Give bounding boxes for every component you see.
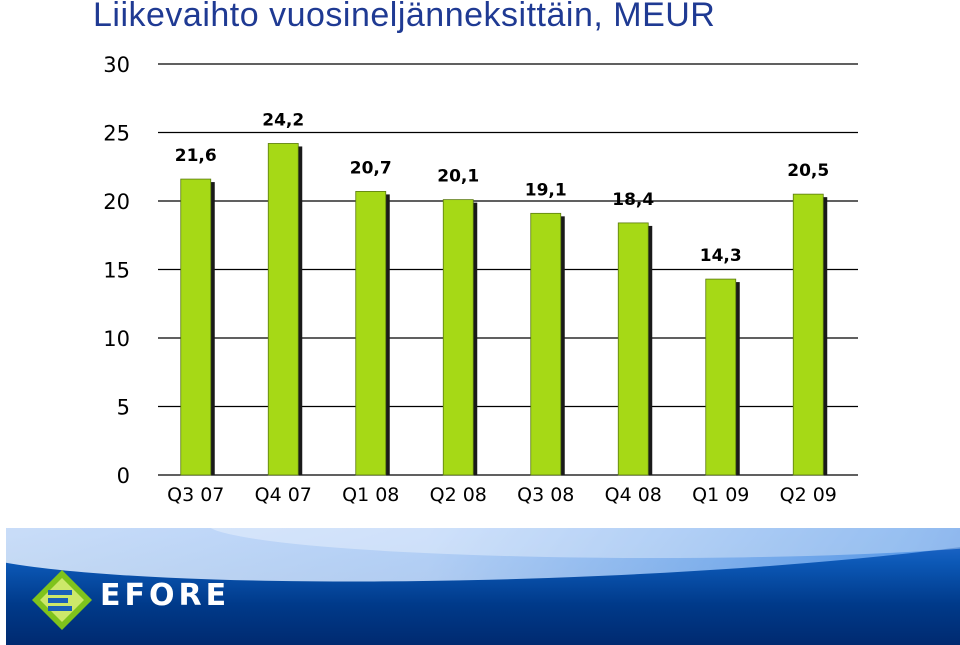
efore-logo-icon [32, 570, 92, 630]
footer-banner: EFORE [6, 528, 960, 645]
x-tick-label: Q2 09 [780, 484, 837, 506]
data-label: 21,6 [175, 146, 217, 166]
bar [530, 212, 562, 476]
bar [267, 143, 299, 476]
data-label: 20,5 [787, 161, 829, 181]
bar [180, 178, 212, 476]
data-label: 19,1 [525, 180, 567, 200]
efore-logo-text: EFORE [100, 578, 231, 613]
x-axis-ticks: Q3 07 Q4 07 Q1 08 Q2 08 Q3 08 Q4 08 Q1 09 Q2 09 [167, 484, 837, 506]
y-tick-label: 5 [117, 396, 130, 420]
x-tick-label: Q4 07 [255, 484, 312, 506]
x-tick-label: Q1 09 [692, 484, 749, 506]
x-tick-label: Q3 08 [517, 484, 574, 506]
bar-chart: 0 5 10 15 20 25 30 21,6 24,2 20,7 20,1 19,1 18,4 14,… [103, 53, 858, 506]
x-tick-label: Q3 07 [167, 484, 224, 506]
y-tick-label: 30 [103, 53, 130, 77]
bar [705, 278, 737, 476]
chart-title: Liikevaihto vuosineljänneksittäin, MEUR [93, 0, 716, 34]
data-label: 20,1 [437, 167, 479, 187]
bar [792, 193, 824, 476]
y-tick-label: 15 [103, 259, 130, 283]
y-tick-label: 25 [103, 122, 130, 146]
x-tick-label: Q2 08 [430, 484, 487, 506]
data-label: 20,7 [350, 158, 392, 178]
y-tick-label: 0 [117, 464, 130, 488]
y-axis-ticks: 0 5 10 15 20 25 30 [103, 53, 130, 488]
data-labels: 21,6 24,2 20,7 20,1 19,1 18,4 14,3 20,5 [175, 110, 829, 266]
x-tick-label: Q4 08 [605, 484, 662, 506]
data-label: 18,4 [612, 190, 654, 210]
y-tick-label: 10 [103, 327, 130, 351]
bars [180, 143, 828, 476]
y-tick-label: 20 [103, 190, 130, 214]
data-label: 14,3 [700, 246, 742, 266]
data-label: 24,2 [262, 110, 304, 130]
x-tick-label: Q1 08 [342, 484, 399, 506]
bar [617, 222, 649, 476]
bar [442, 199, 474, 476]
bar [355, 191, 387, 476]
